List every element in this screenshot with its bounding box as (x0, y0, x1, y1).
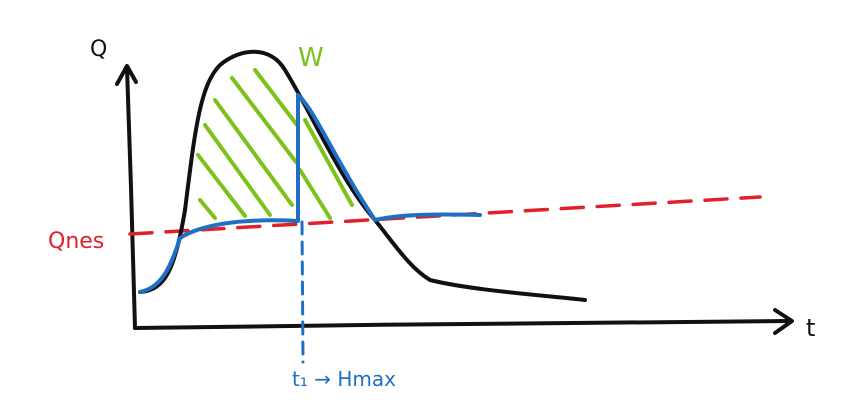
hydrograph (138, 49, 587, 302)
regulated-curve (138, 93, 482, 294)
x-axis (133, 319, 792, 330)
y-axis (125, 66, 137, 330)
threshold-label: Qnes (48, 229, 104, 254)
t1-dashed-line (300, 220, 305, 364)
hatching (196, 68, 354, 220)
x-axis-label: t (806, 314, 815, 342)
y-axis-arrow (115, 64, 138, 86)
x-axis-arrow (773, 308, 794, 335)
threshold-line (128, 195, 762, 236)
t1-label: t₁ → Hmax (292, 367, 396, 391)
y-axis-label: Q (90, 37, 107, 62)
w-label: W (298, 43, 324, 73)
